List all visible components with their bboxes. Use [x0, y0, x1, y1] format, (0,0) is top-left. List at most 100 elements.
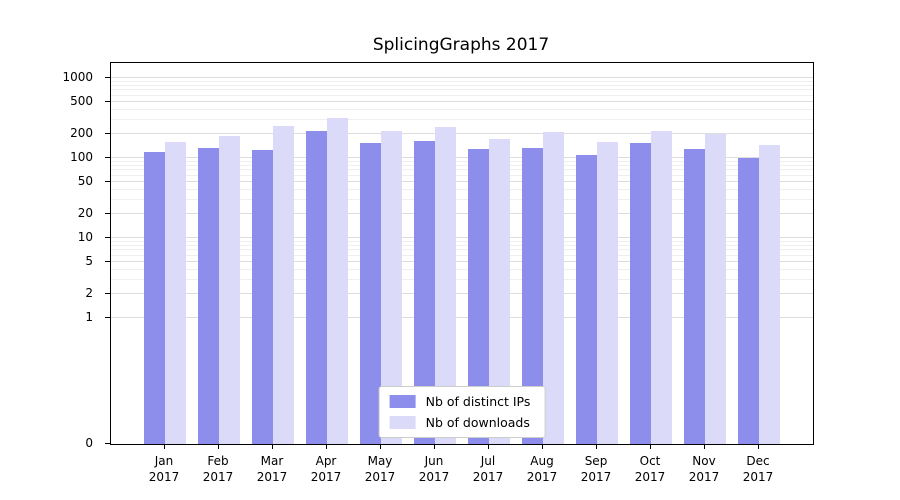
gridline-major-2	[111, 292, 813, 294]
bar-downloads-apr	[327, 117, 348, 444]
y-tick-label-1: 1	[85, 310, 93, 324]
gridline-minor-7	[111, 249, 813, 251]
x-tick-year-mar: 2017	[256, 470, 288, 484]
bar-distinct-ips-jan	[144, 151, 165, 444]
x-tick-year-sep: 2017	[580, 470, 612, 484]
x-tick-year-aug: 2017	[526, 470, 558, 484]
y-tick-label-50: 50	[77, 174, 93, 189]
bar-downloads-aug	[543, 132, 564, 444]
gridline-minor-90	[111, 160, 813, 162]
bar-downloads-may	[381, 131, 402, 444]
x-tick-label-mar: Mar 2017	[245, 453, 299, 485]
legend-item-distinct-ips: Nb of distinct IPs	[389, 394, 531, 409]
gridline-minor-600	[111, 94, 813, 96]
x-tick-mark-may	[379, 444, 381, 449]
x-tick-label-dec: Dec 2017	[731, 453, 785, 485]
bar-downloads-feb	[219, 135, 240, 444]
gridline-major-100	[111, 157, 813, 158]
x-tick-mark-jan	[163, 444, 165, 449]
legend-item-downloads: Nb of downloads	[389, 415, 531, 430]
x-tick-mark-jul	[487, 444, 489, 449]
x-tick-label-jul: Jul 2017	[461, 453, 515, 485]
gridline-minor-900	[111, 80, 813, 82]
bar-distinct-ips-apr	[306, 131, 327, 444]
bar-distinct-ips-nov	[684, 148, 705, 444]
x-tick-year-feb: 2017	[202, 470, 234, 484]
x-tick-month-feb: Feb	[207, 454, 229, 468]
x-tick-month-sep: Sep	[584, 454, 608, 468]
bar-downloads-jul	[489, 138, 510, 444]
gridline-minor-80	[111, 164, 813, 166]
y-tick-mark-100	[105, 157, 110, 158]
gridline-minor-9	[111, 240, 813, 242]
x-tick-month-nov: Nov	[692, 454, 716, 468]
x-tick-month-may: May	[367, 454, 393, 468]
x-tick-month-oct: Oct	[639, 454, 661, 468]
gridline-major-500	[111, 101, 813, 103]
gridline-minor-300	[111, 118, 813, 120]
y-tick-label-0: 0	[85, 436, 93, 450]
y-tick-label-5: 5	[85, 254, 93, 269]
x-tick-mark-dec	[757, 444, 759, 449]
x-tick-month-jan: Jan	[154, 454, 174, 468]
y-tick-mark-2	[105, 292, 110, 294]
x-axis: Jan 2017 Feb 2017 Mar 2017 Apr 2017 May 2017 Jun 20…	[110, 443, 812, 495]
bar-distinct-ips-may	[360, 142, 381, 444]
y-tick-label-2: 2	[85, 285, 93, 300]
x-tick-year-apr: 2017	[310, 470, 342, 484]
x-tick-year-may: 2017	[364, 470, 396, 484]
gridline-minor-8	[111, 244, 813, 246]
bar-downloads-jun	[435, 126, 456, 444]
legend: Nb of distinct IPs Nb of downloads	[378, 386, 546, 438]
legend-label-downloads: Nb of downloads	[425, 415, 530, 430]
x-tick-label-nov: Nov 2017	[677, 453, 731, 485]
x-tick-year-nov: 2017	[688, 470, 720, 484]
x-tick-month-aug: Aug	[530, 454, 554, 468]
bar-distinct-ips-jul	[468, 148, 489, 444]
gridline-minor-400	[111, 108, 813, 110]
y-axis: 0 1 2 5 10 20 50 100 200 500 1000	[0, 62, 110, 450]
gridline-minor-30	[111, 198, 813, 200]
bar-downloads-mar	[273, 126, 294, 444]
y-tick-mark-1000	[105, 77, 110, 78]
y-tick-label-10: 10	[77, 230, 93, 244]
y-tick-mark-10	[105, 237, 110, 238]
x-tick-label-apr: Apr 2017	[299, 453, 353, 485]
y-tick-mark-200	[105, 132, 110, 134]
gridline-major-10	[111, 237, 813, 238]
bar-distinct-ips-jun	[414, 140, 435, 444]
x-tick-mark-sep	[595, 444, 597, 449]
x-tick-label-oct: Oct 2017	[623, 453, 677, 485]
x-tick-label-feb: Feb 2017	[191, 453, 245, 485]
legend-swatch-downloads	[389, 416, 416, 429]
x-tick-mark-mar	[271, 444, 273, 449]
x-tick-year-jul: 2017	[472, 470, 504, 484]
x-tick-month-jun: Jun	[424, 454, 444, 468]
gridline-major-200	[111, 132, 813, 134]
bar-downloads-jan	[165, 141, 186, 444]
gridline-minor-40	[111, 188, 813, 190]
x-tick-mark-apr	[325, 444, 327, 449]
gridline-major-1	[111, 317, 813, 318]
gridline-major-50	[111, 181, 813, 183]
x-tick-label-may: May 2017	[353, 453, 407, 485]
gridline-minor-6	[111, 254, 813, 256]
x-tick-label-jan: Jan 2017	[137, 453, 191, 485]
y-tick-mark-0	[105, 443, 110, 444]
x-tick-year-dec: 2017	[742, 470, 774, 484]
x-tick-mark-aug	[541, 444, 543, 449]
gridline-minor-700	[111, 89, 813, 91]
x-tick-mark-jun	[433, 444, 435, 449]
legend-swatch-distinct-ips	[389, 395, 416, 408]
x-tick-month-apr: Apr	[315, 454, 337, 468]
x-tick-mark-nov	[703, 444, 705, 449]
x-tick-month-jul: Jul	[480, 454, 496, 468]
y-tick-label-500: 500	[70, 94, 93, 109]
legend-label-distinct-ips: Nb of distinct IPs	[425, 394, 531, 409]
x-tick-year-oct: 2017	[634, 470, 666, 484]
y-tick-mark-500	[105, 101, 110, 103]
gridline-minor-800	[111, 84, 813, 86]
x-tick-mark-oct	[649, 444, 651, 449]
bar-distinct-ips-sep	[576, 154, 597, 444]
